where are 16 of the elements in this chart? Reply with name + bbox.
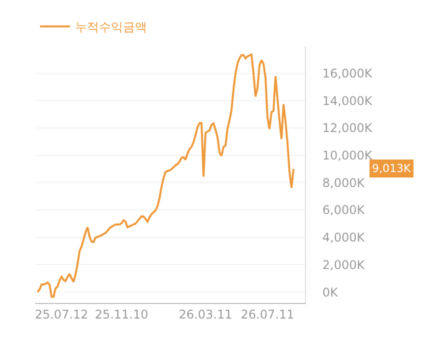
text: 9,013K bbox=[372, 162, 412, 175]
y-tick-label: 0K bbox=[322, 285, 340, 300]
y-tick-label: 14,000K bbox=[322, 94, 374, 108]
x-tick-label: 26.07.11 bbox=[240, 307, 294, 322]
x-tick-label: 26.03.11 bbox=[178, 307, 232, 322]
y-tick-label: 10,000K bbox=[322, 148, 374, 163]
y-tick-label: 8,000K bbox=[322, 176, 366, 190]
y-tick-label: 4,000K bbox=[322, 230, 366, 245]
x-tick-label: 25.11.10 bbox=[94, 307, 148, 322]
legend-label: 누적수익금액 bbox=[75, 20, 147, 34]
line-series bbox=[36, 54, 294, 298]
x-tick-label: 25.07.12 bbox=[34, 307, 88, 322]
y-tick-label: 12,000K bbox=[322, 121, 374, 136]
y-tick-label: 16,000K bbox=[322, 66, 374, 81]
y-tick-label: 6,000K bbox=[322, 203, 366, 218]
y-tick-label: 2,000K bbox=[322, 258, 366, 272]
